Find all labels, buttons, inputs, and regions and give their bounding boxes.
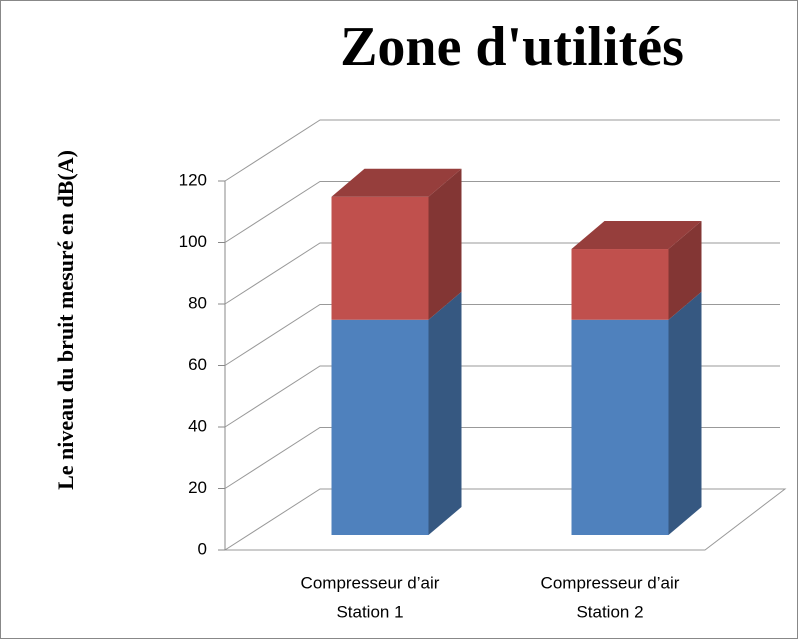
y-tick-label: 0 bbox=[198, 539, 207, 558]
y-tick-label: 120 bbox=[179, 170, 207, 189]
grid-line bbox=[224, 119, 780, 182]
x-tick-label: Compresseur d’air bbox=[541, 573, 680, 592]
y-tick-label: 60 bbox=[188, 355, 207, 374]
bar-top bbox=[571, 221, 702, 250]
y-tick-label: 80 bbox=[188, 293, 207, 312]
bar bbox=[331, 319, 429, 535]
bar bbox=[331, 196, 429, 320]
bar-side bbox=[668, 221, 702, 320]
x-tick-label: Compresseur d’air bbox=[301, 573, 440, 592]
y-tick-label: 100 bbox=[179, 232, 207, 251]
bar-side bbox=[428, 168, 462, 320]
grid-line bbox=[224, 181, 780, 243]
floor bbox=[223, 488, 787, 551]
x-tick-label: Station 2 bbox=[576, 602, 643, 621]
bar bbox=[571, 249, 669, 320]
chart-title: Zone d'utilités bbox=[340, 16, 684, 78]
bar bbox=[571, 319, 669, 535]
bar-side bbox=[668, 291, 702, 535]
bar-top bbox=[331, 168, 462, 197]
y-tick-label: 20 bbox=[188, 478, 207, 497]
x-tick-label: Station 1 bbox=[336, 602, 403, 621]
y-tick-label: 40 bbox=[188, 416, 207, 435]
y-axis-label: Le niveau du bruit mesuré en dB(A) bbox=[53, 150, 78, 490]
bar-side bbox=[428, 291, 462, 535]
